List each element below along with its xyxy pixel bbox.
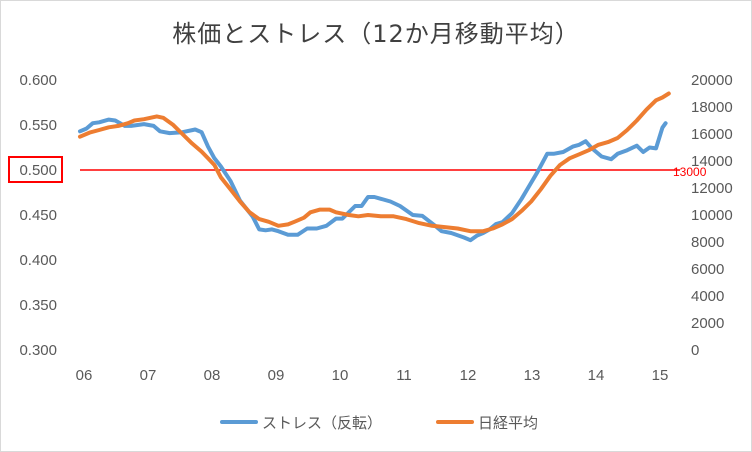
y-right-tick-label: 8000 [691, 234, 724, 251]
y-left-tick-label: 0.450 [19, 207, 57, 224]
legend-label: ストレス（反転） [262, 414, 382, 432]
x-axis: 06 07 08 09 10 11 12 13 14 15 [76, 367, 669, 384]
y-left-tick-label: 0.550 [19, 117, 57, 134]
highlight-box [8, 156, 63, 183]
series-line-nikkei [78, 91, 671, 234]
y-right-tick-label: 16000 [691, 126, 733, 143]
y-right-tick-label: 18000 [691, 99, 733, 116]
reference-line-label: 13000 [673, 165, 707, 179]
y-left-tick-label: 0.600 [19, 72, 57, 89]
x-tick-label: 11 [396, 367, 412, 384]
x-tick-label: 12 [460, 367, 477, 384]
y-right-tick-label: 2000 [691, 315, 724, 332]
y-left-tick-label: 0.500 [19, 162, 57, 179]
x-tick-label: 15 [652, 367, 669, 384]
x-tick-label: 08 [204, 367, 221, 384]
x-tick-label: 09 [268, 367, 285, 384]
x-tick-label: 10 [332, 367, 349, 384]
legend-label: 日経平均 [478, 414, 538, 432]
chart-title: 株価とストレス（12か月移動平均） [172, 20, 580, 48]
reference-line-group: 13000 [80, 165, 707, 179]
y-right-tick-label: 0 [691, 342, 699, 359]
series-group [78, 91, 671, 243]
y-left-tick-label: 0.350 [19, 297, 57, 314]
x-tick-label: 14 [588, 367, 605, 384]
y-right-tick-label: 6000 [691, 261, 724, 278]
y-right-tick-label: 12000 [691, 180, 733, 197]
y-left-tick-label: 0.400 [19, 252, 57, 269]
x-tick-label: 07 [140, 367, 157, 384]
legend: ストレス（反転） 日経平均 [220, 414, 538, 432]
series-line-stress [78, 117, 668, 243]
y-right-tick-label: 14000 [691, 153, 733, 170]
left-axis: 0.300 0.350 0.400 0.450 0.500 0.550 0.600 [8, 72, 63, 359]
y-left-tick-label: 0.300 [19, 342, 57, 359]
x-tick-label: 13 [524, 367, 541, 384]
x-tick-label: 06 [76, 367, 93, 384]
y-right-tick-label: 20000 [691, 72, 733, 89]
y-right-tick-label: 10000 [691, 207, 733, 224]
y-right-tick-label: 4000 [691, 288, 724, 305]
right-axis: 0 2000 4000 6000 8000 10000 12000 14000 16000 180… [691, 72, 733, 359]
